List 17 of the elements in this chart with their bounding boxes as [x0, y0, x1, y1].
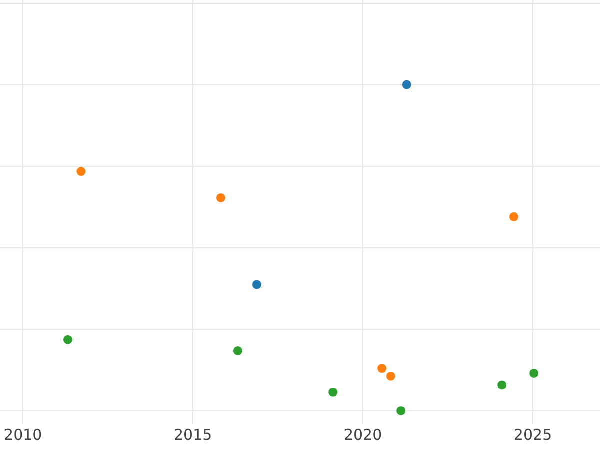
point [63, 335, 72, 344]
point [509, 212, 518, 222]
point [328, 388, 338, 397]
point [233, 346, 242, 356]
point [252, 280, 262, 290]
point [396, 406, 406, 416]
point [76, 167, 86, 176]
x-tick-label: 2015 [174, 426, 212, 444]
x-tick-label: 2020 [344, 426, 382, 444]
point [216, 193, 226, 202]
x-tick-label: 2025 [514, 426, 552, 444]
point [498, 380, 507, 390]
point [378, 364, 387, 374]
point [386, 372, 396, 381]
point [530, 368, 539, 378]
x-tick-label: 2010 [4, 426, 42, 444]
point [402, 80, 412, 90]
